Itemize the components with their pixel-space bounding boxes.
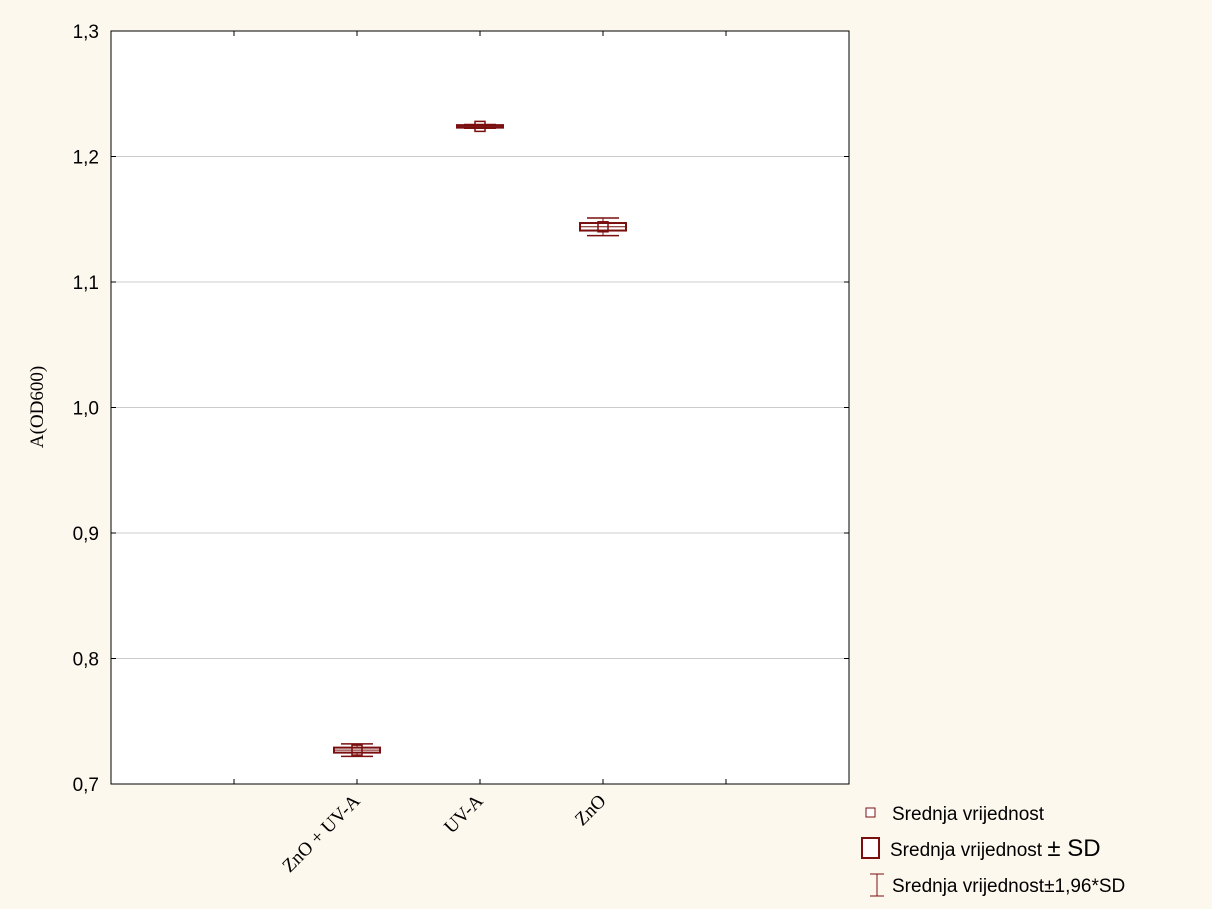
grid-lines xyxy=(111,156,849,659)
box-0 xyxy=(333,743,381,758)
legend-sd-icon xyxy=(861,837,880,859)
y-axis: 0,7 0,8 0,9 1,0 1,1 1,2 1,3 xyxy=(73,22,849,796)
legend-sd-label: Srednja vrijednost ± SD xyxy=(890,835,1101,862)
x-tick-label: UV-A xyxy=(440,790,487,837)
mean-marker xyxy=(474,120,486,133)
x-tick-label: ZnO xyxy=(571,791,610,830)
box-series xyxy=(333,120,627,758)
box-1 xyxy=(456,120,504,133)
y-tick-label: 1,1 xyxy=(73,273,99,294)
y-tick-label: 1,3 xyxy=(73,22,99,43)
mean-marker xyxy=(351,744,363,756)
legend-ci-icon xyxy=(870,873,884,897)
y-tick-label: 0,9 xyxy=(73,524,99,545)
legend-ci-label: Srednja vrijednost±1,96*SD xyxy=(892,876,1125,897)
y-tick-label: 0,8 xyxy=(73,650,99,671)
legend-mean-label: Srednja vrijednost xyxy=(892,804,1045,825)
legend-sd-pm: ± SD xyxy=(1047,835,1100,862)
y-axis-title: A(OD600) xyxy=(27,366,48,448)
y-tick-label: 1,2 xyxy=(73,148,99,169)
y-tick-label: 0,7 xyxy=(73,775,99,796)
y-tick-label: 1,0 xyxy=(73,399,99,420)
mean-marker xyxy=(597,221,609,233)
legend-sd-label-text: Srednja vrijednost xyxy=(890,840,1043,861)
box-2 xyxy=(579,217,627,237)
legend-mean-icon xyxy=(865,807,876,818)
legend: Srednja vrijednost Srednja vrijednost ± … xyxy=(861,804,1125,897)
x-tick-label: ZnO + UV-A xyxy=(278,790,364,876)
